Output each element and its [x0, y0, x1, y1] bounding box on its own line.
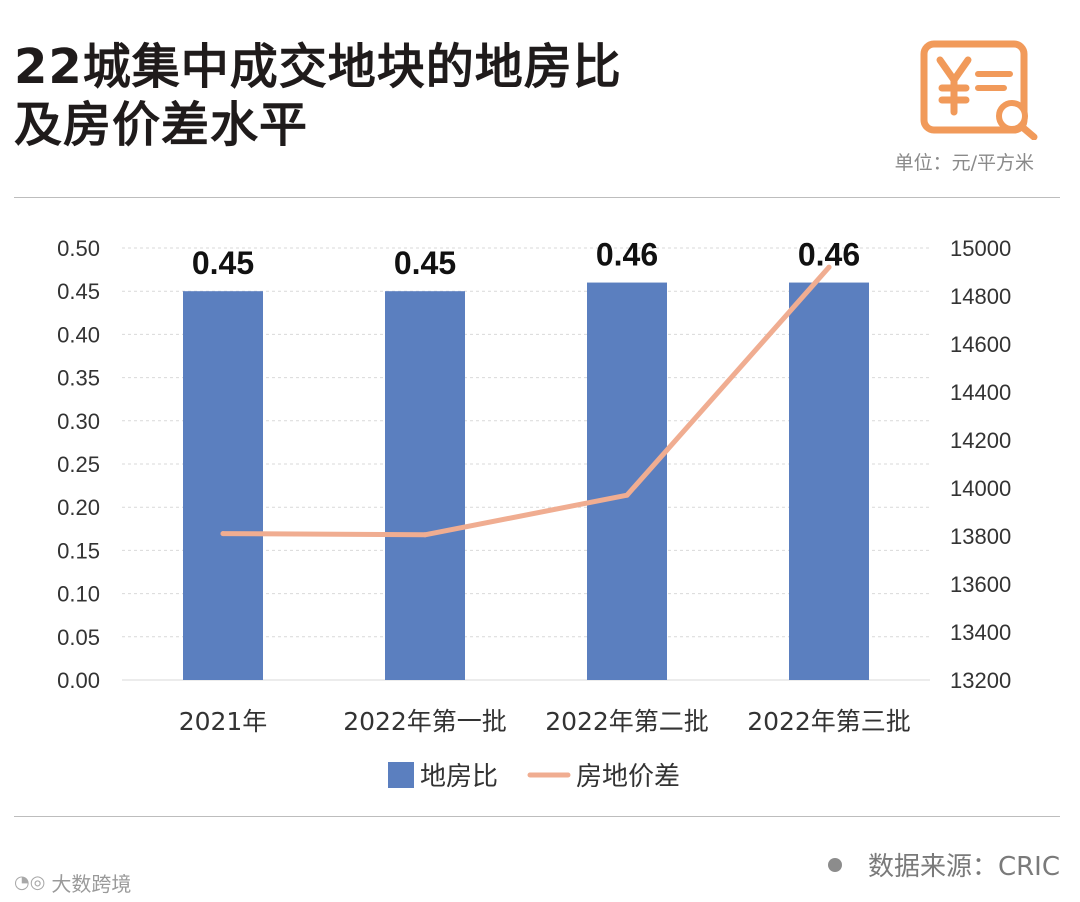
y-right-tick-label: 14800 [950, 284, 1011, 309]
dot-icon [827, 857, 842, 872]
legend-label-bar: 地房比 [420, 762, 498, 792]
y-right-tick-label: 15000 [950, 236, 1011, 261]
y-right-tick-label: 13200 [950, 668, 1011, 693]
x-category-label: 2022年第三批 [747, 707, 911, 736]
unit-label: 单位：元/平方米 [894, 152, 1034, 174]
y-left-tick-label: 0.25 [57, 452, 100, 477]
line-point [826, 264, 832, 270]
x-category-label: 2021年 [179, 707, 268, 736]
legend-label-line: 房地价差 [576, 762, 680, 792]
bar [789, 282, 869, 680]
brand-watermark: ◔◎ 大数跨境 [14, 868, 131, 897]
line-series-path [220, 264, 832, 538]
line-point [624, 492, 630, 498]
y-left-tick-label: 0.10 [57, 582, 100, 607]
x-category-label: 2022年第一批 [343, 707, 507, 736]
y-left-tick-label: 0.35 [57, 366, 100, 391]
y-left-tick-label: 0.40 [57, 322, 100, 347]
weibo-logo-icon: ◔◎ [14, 872, 46, 893]
source-text: 数据来源：CRIC [867, 852, 1060, 882]
data-source: 数据来源：CRIC [827, 846, 1060, 883]
title-line-1: 22城集中成交地块的地房比 [14, 39, 622, 95]
bar [183, 291, 263, 680]
bar [385, 291, 465, 680]
y-left-tick-label: 0.15 [57, 538, 100, 563]
y-right-tick-label: 13600 [950, 572, 1011, 597]
y-right-tick-label: 14600 [950, 332, 1011, 357]
y-left-tick-label: 0.00 [57, 668, 100, 693]
footer-divider [14, 816, 1060, 817]
y-left-tick-label: 0.50 [57, 236, 100, 261]
bar [587, 282, 667, 680]
x-category-label: 2022年第二批 [545, 707, 709, 736]
y-right-tick-label: 13400 [950, 620, 1011, 645]
y-left-tick-label: 0.05 [57, 625, 100, 650]
y-right-tick-label: 13800 [950, 524, 1011, 549]
bar-value-label: 0.45 [394, 245, 456, 281]
header-divider [14, 197, 1060, 198]
bar-value-label: 0.46 [596, 237, 658, 273]
y-right-tick-label: 14200 [950, 428, 1011, 453]
legend-swatch-bar [388, 762, 414, 788]
y-left-tick-label: 0.30 [57, 409, 100, 434]
y-left-tick-label: 0.45 [57, 279, 100, 304]
bar-line-chart: 0.00 0.05 0.10 0.15 0.20 0.25 0.30 0.35 0.40 0.45… [57, 236, 1011, 792]
yuan-document-search-icon [920, 40, 1038, 140]
y-right-tick-label: 14000 [950, 476, 1011, 501]
brand-watermark-text: 大数跨境 [51, 872, 132, 896]
title-line-2: 及房价差水平 [14, 97, 309, 153]
y-left-tick-label: 0.20 [57, 495, 100, 520]
page-title: 22城集中成交地块的地房比 及房价差水平 [14, 38, 622, 154]
line-point [422, 532, 428, 538]
bar-value-label: 0.45 [192, 245, 254, 281]
line-point [220, 531, 226, 537]
y-right-tick-label: 14400 [950, 380, 1011, 405]
